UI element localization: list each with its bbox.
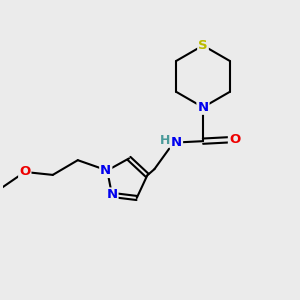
- Text: S: S: [198, 39, 208, 52]
- Text: N: N: [171, 136, 182, 149]
- Text: N: N: [106, 188, 118, 201]
- Text: N: N: [100, 164, 111, 177]
- Text: O: O: [19, 166, 30, 178]
- Text: H: H: [160, 134, 170, 147]
- Text: O: O: [229, 133, 240, 146]
- Text: N: N: [197, 101, 208, 114]
